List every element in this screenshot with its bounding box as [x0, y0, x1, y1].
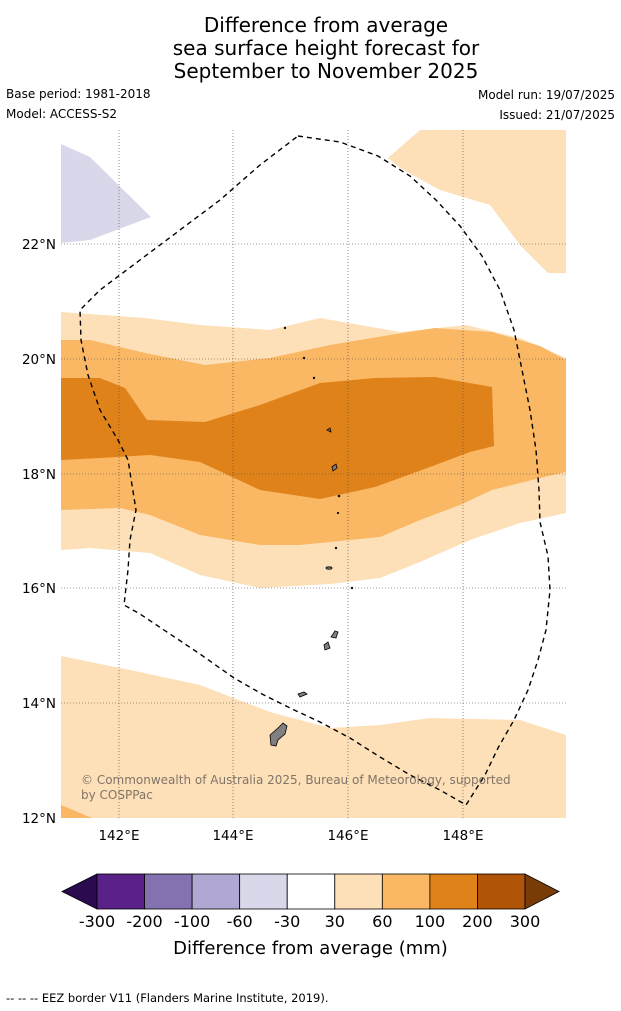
colorbar-swatch	[286, 873, 336, 910]
copyright-line-2: by COSPPac	[81, 788, 153, 802]
colorbar-tick: -200	[126, 912, 162, 931]
island-saipan	[323, 641, 331, 651]
colorbar-tick: 30	[325, 912, 345, 931]
model-run: Model run: 19/07/2025	[477, 88, 615, 102]
island-pagan	[331, 463, 338, 472]
island-anatahan	[325, 566, 333, 570]
title-line-2: sea surface height forecast for	[172, 36, 480, 60]
lat-tick-20: 20°N	[22, 352, 56, 368]
eez-border	[79, 135, 551, 806]
contour-positive-100-200	[61, 377, 494, 499]
island-rota	[297, 691, 308, 698]
colorbar-tick: 60	[372, 912, 392, 931]
lon-tick-146: 146°E	[327, 828, 368, 844]
lon-tick-144: 144°E	[212, 828, 253, 844]
colorbar-tick: 300	[510, 912, 541, 931]
island-guam	[269, 722, 288, 747]
issued-date: Issued: 21/07/2025	[499, 108, 615, 122]
contour-negative-30-60	[61, 144, 151, 243]
colorbar-label: Difference from average (mm)	[173, 938, 448, 959]
colorbar-swatch	[191, 873, 241, 910]
lat-axis: 22°N 20°N 18°N 16°N 14°N 12°N	[22, 237, 56, 827]
colorbar-tick: -100	[174, 912, 210, 931]
colorbar-tick: 200	[462, 912, 493, 931]
contour-corner	[61, 805, 92, 818]
title-line-1: Difference from average	[203, 13, 449, 37]
lon-axis: 142°E 144°E 146°E 148°E	[98, 828, 483, 844]
chart-title: Difference from average sea surface heig…	[0, 14, 621, 83]
lat-tick-14: 14°N	[22, 696, 56, 712]
base-period: Base period: 1981-2018	[6, 87, 151, 101]
colorbar-extend-low	[61, 873, 98, 910]
lon-tick-142: 142°E	[98, 828, 139, 844]
colorbar-swatch	[477, 873, 526, 910]
colorbar-swatch	[144, 873, 193, 910]
white-gap-south	[61, 513, 566, 735]
lat-tick-22: 22°N	[22, 237, 56, 253]
map-area: © Commonwealth of Australia 2025, Bureau…	[61, 130, 566, 818]
colorbar-tick: -30	[274, 912, 300, 931]
lat-tick-16: 16°N	[22, 581, 56, 597]
colorbar-swatch	[96, 873, 145, 910]
colorbar-tick: -60	[227, 912, 253, 931]
colorbar-swatch	[334, 873, 383, 910]
colorbar-swatch	[429, 873, 478, 910]
lat-tick-18: 18°N	[22, 467, 56, 483]
lat-tick-12: 12°N	[22, 811, 56, 827]
island-tinian	[330, 630, 339, 639]
model-name: Model: ACCESS-S2	[6, 107, 118, 121]
colorbar-swatch	[381, 873, 431, 910]
eez-legend-note: -- -- -- EEZ border V11 (Flanders Marine…	[6, 991, 329, 1005]
lon-tick-148: 148°E	[442, 828, 483, 844]
colorbar-tick: 100	[415, 912, 446, 931]
colorbar-swatch	[239, 873, 288, 910]
colorbar-extend-high	[524, 873, 560, 910]
copyright-line-1: © Commonwealth of Australia 2025, Bureau…	[81, 773, 511, 787]
island-agrihan	[326, 427, 332, 433]
colorbar-tick: -300	[79, 912, 115, 931]
islands	[269, 326, 354, 747]
gridlines	[61, 130, 566, 818]
colorbar: -300 -200 -100 -60 -30 30 60 100 200 300	[61, 873, 560, 931]
title-line-3: September to November 2025	[173, 59, 479, 83]
